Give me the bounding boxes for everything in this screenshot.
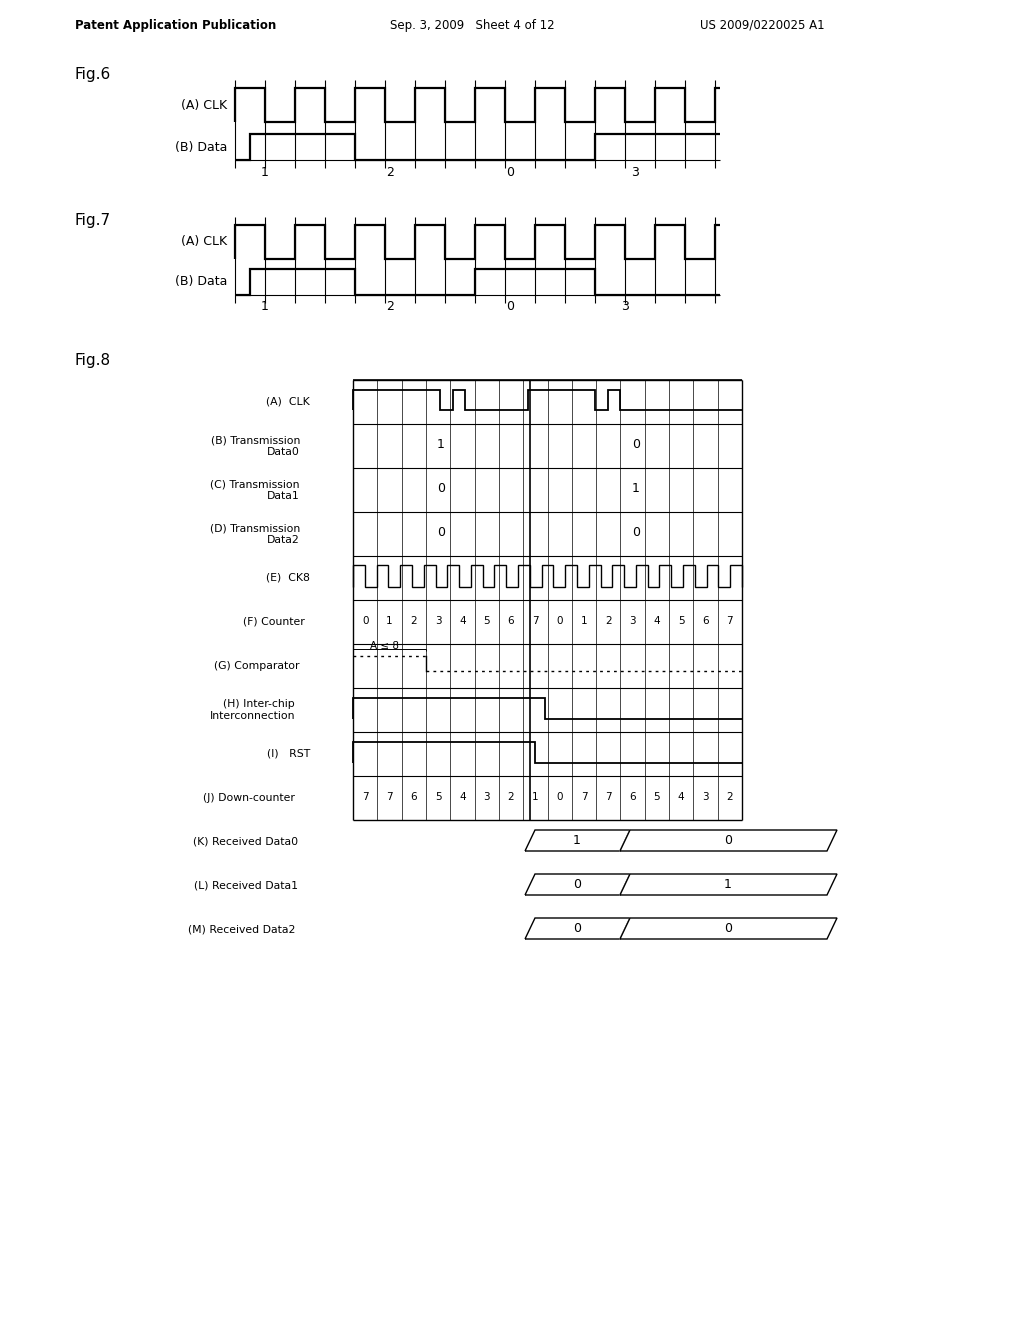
Text: (M) Received Data2: (M) Received Data2 <box>187 925 295 935</box>
Text: (H) Inter-chip
Interconnection: (H) Inter-chip Interconnection <box>210 700 295 721</box>
Text: 7: 7 <box>386 792 393 803</box>
Text: 6: 6 <box>508 616 514 626</box>
Text: Fig.7: Fig.7 <box>75 213 112 227</box>
Text: 0: 0 <box>437 483 445 495</box>
Text: 4: 4 <box>459 792 466 803</box>
Text: 5: 5 <box>653 792 660 803</box>
Text: (B) Data: (B) Data <box>175 276 227 289</box>
Text: (J) Down-counter: (J) Down-counter <box>203 793 295 803</box>
Text: 1: 1 <box>437 438 445 451</box>
Text: 5: 5 <box>435 792 441 803</box>
Text: 7: 7 <box>361 792 369 803</box>
Text: 3: 3 <box>630 616 636 626</box>
Text: (E)  CK8: (E) CK8 <box>266 573 310 583</box>
Text: US 2009/0220025 A1: US 2009/0220025 A1 <box>700 18 824 32</box>
Text: Sep. 3, 2009   Sheet 4 of 12: Sep. 3, 2009 Sheet 4 of 12 <box>390 18 555 32</box>
Text: 0: 0 <box>506 165 514 178</box>
Text: 0: 0 <box>573 923 581 936</box>
Text: (B) Transmission
Data0: (B) Transmission Data0 <box>211 436 300 457</box>
Polygon shape <box>525 917 630 939</box>
Text: 7: 7 <box>532 616 539 626</box>
Text: 0: 0 <box>632 527 640 540</box>
Text: 0: 0 <box>506 301 514 314</box>
Polygon shape <box>620 874 837 895</box>
Text: 1: 1 <box>261 301 269 314</box>
Text: 0: 0 <box>437 527 445 540</box>
Text: 2: 2 <box>386 301 394 314</box>
Text: 1: 1 <box>532 792 539 803</box>
Text: (A) CLK: (A) CLK <box>181 235 227 248</box>
Text: 0: 0 <box>724 834 732 847</box>
Text: 6: 6 <box>411 792 417 803</box>
Text: (I)   RST: (I) RST <box>266 748 310 759</box>
Text: 0: 0 <box>556 616 563 626</box>
Polygon shape <box>620 830 837 851</box>
Text: 0: 0 <box>361 616 369 626</box>
Text: 2: 2 <box>727 792 733 803</box>
Text: (K) Received Data0: (K) Received Data0 <box>193 837 298 847</box>
Text: 4: 4 <box>653 616 660 626</box>
Text: 7: 7 <box>605 792 611 803</box>
Text: (B) Data: (B) Data <box>175 140 227 153</box>
Text: 3: 3 <box>702 792 709 803</box>
Text: 3: 3 <box>435 616 441 626</box>
Text: 1: 1 <box>261 165 269 178</box>
Text: 2: 2 <box>508 792 514 803</box>
Polygon shape <box>525 830 630 851</box>
Text: 2: 2 <box>386 165 394 178</box>
Text: Fig.6: Fig.6 <box>75 67 112 82</box>
Text: 6: 6 <box>630 792 636 803</box>
Text: (A) CLK: (A) CLK <box>181 99 227 111</box>
Text: 7: 7 <box>727 616 733 626</box>
Polygon shape <box>620 917 837 939</box>
Text: 0: 0 <box>632 438 640 451</box>
Text: 6: 6 <box>702 616 709 626</box>
Text: 3: 3 <box>622 301 629 314</box>
Text: (G) Comparator: (G) Comparator <box>214 661 300 671</box>
Text: 3: 3 <box>631 165 639 178</box>
Text: 0: 0 <box>724 923 732 936</box>
Text: 1: 1 <box>724 879 732 891</box>
Text: 1: 1 <box>632 483 640 495</box>
Text: (A)  CLK: (A) CLK <box>266 397 310 407</box>
Text: (D) Transmission
Data2: (D) Transmission Data2 <box>210 523 300 545</box>
Text: 5: 5 <box>483 616 490 626</box>
Text: 3: 3 <box>483 792 490 803</box>
Text: (C) Transmission
Data1: (C) Transmission Data1 <box>211 479 300 500</box>
Text: Fig.8: Fig.8 <box>75 352 112 367</box>
Text: 1: 1 <box>573 834 581 847</box>
Polygon shape <box>525 874 630 895</box>
Text: (L) Received Data1: (L) Received Data1 <box>194 880 298 891</box>
Text: 1: 1 <box>386 616 393 626</box>
Text: A ≤ 8: A ≤ 8 <box>370 642 399 651</box>
Text: 5: 5 <box>678 616 684 626</box>
Text: 2: 2 <box>411 616 417 626</box>
Text: 0: 0 <box>556 792 563 803</box>
Text: Patent Application Publication: Patent Application Publication <box>75 18 276 32</box>
Text: 0: 0 <box>573 879 581 891</box>
Text: 7: 7 <box>581 792 588 803</box>
Text: 1: 1 <box>581 616 588 626</box>
Text: (F) Counter: (F) Counter <box>244 616 305 627</box>
Text: 2: 2 <box>605 616 611 626</box>
Text: 4: 4 <box>678 792 684 803</box>
Text: 4: 4 <box>459 616 466 626</box>
